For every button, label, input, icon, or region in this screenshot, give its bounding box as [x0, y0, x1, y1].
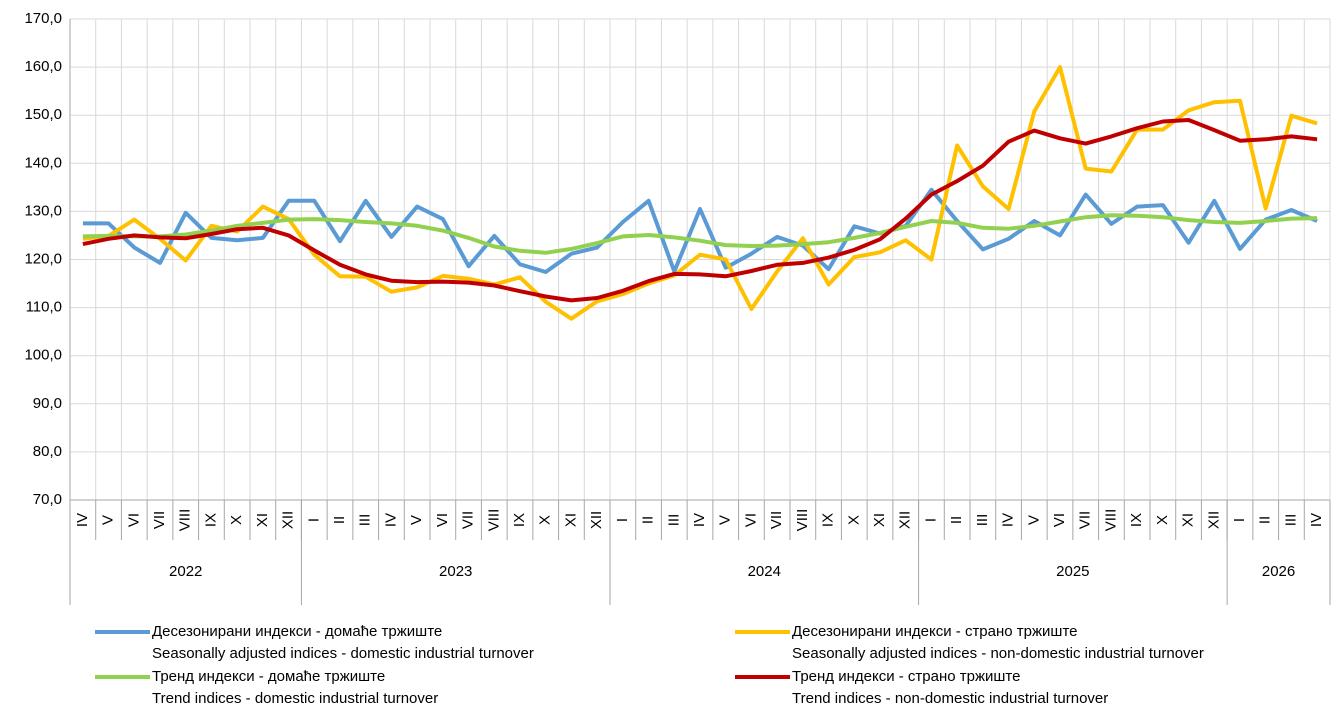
y-tick-label: 150,0: [24, 106, 62, 123]
x-tick-label: III: [665, 514, 682, 527]
x-tick-label: VIII: [794, 509, 811, 532]
year-label: 2025: [1056, 563, 1089, 580]
x-tick-label: XII: [1205, 511, 1222, 529]
x-tick-label: IV: [382, 513, 399, 527]
x-tick-label: II: [1257, 516, 1274, 524]
y-tick-label: 160,0: [24, 58, 62, 75]
y-tick-label: 130,0: [24, 202, 62, 219]
year-label: 2023: [439, 563, 472, 580]
y-tick-label: 170,0: [24, 10, 62, 27]
x-tick-label: VIII: [177, 509, 194, 532]
x-tick-label: X: [1154, 515, 1171, 525]
legend-label-en: Trend indices - domestic industrial turn…: [152, 690, 438, 707]
x-tick-label: V: [717, 515, 734, 525]
x-tick-label: VII: [151, 511, 168, 529]
x-tick-label: IV: [1308, 513, 1325, 527]
x-tick-label: VII: [768, 511, 785, 529]
x-tick-label: VI: [1051, 513, 1068, 527]
x-tick-label: V: [100, 515, 117, 525]
legend-label: Тренд индекси - домаће тржиште: [152, 668, 385, 685]
x-tick-label: IX: [202, 513, 219, 527]
legend-label-en: Trend indices - non-domestic industrial …: [792, 690, 1108, 707]
x-tick-label: VI: [125, 513, 142, 527]
x-tick-label: III: [974, 514, 991, 527]
x-tick-label: IX: [820, 513, 837, 527]
legend-label: Тренд индекси - страно тржиште: [792, 668, 1020, 685]
x-tick-label: I: [614, 518, 631, 522]
x-tick-label: V: [408, 515, 425, 525]
x-tick-label: IV: [691, 513, 708, 527]
x-tick-label: IV: [1000, 513, 1017, 527]
year-label: 2022: [169, 563, 202, 580]
x-tick-label: I: [1231, 518, 1248, 522]
x-tick-label: XI: [562, 513, 579, 527]
legend-label: Десезонирани индекси - страно тржиште: [792, 623, 1078, 640]
legend-label-en: Seasonally adjusted indices - domestic i…: [152, 645, 534, 662]
legend-label: Десезонирани индекси - домаће тржиште: [152, 623, 442, 640]
y-tick-label: 110,0: [26, 299, 62, 316]
year-label: 2026: [1262, 563, 1295, 580]
x-tick-label: II: [948, 516, 965, 524]
x-tick-label: III: [357, 514, 374, 527]
y-tick-label: 120,0: [24, 250, 62, 267]
y-tick-label: 70,0: [33, 491, 62, 508]
x-tick-label: VIII: [1102, 509, 1119, 532]
x-tick-label: I: [305, 518, 322, 522]
x-tick-label: X: [537, 515, 554, 525]
legend-label-en: Seasonally adjusted indices - non-domest…: [792, 645, 1204, 662]
x-tick-label: VIII: [485, 509, 502, 532]
x-tick-label: I: [922, 518, 939, 522]
x-tick-label: IV: [74, 513, 91, 527]
x-tick-label: XII: [588, 511, 605, 529]
x-tick-label: VII: [460, 511, 477, 529]
x-tick-label: XI: [871, 513, 888, 527]
x-tick-label: XII: [897, 511, 914, 529]
x-tick-label: X: [228, 515, 245, 525]
x-tick-label: XII: [280, 511, 297, 529]
series-line: [82, 187, 1318, 274]
x-tick-label: VI: [742, 513, 759, 527]
x-tick-label: XI: [1180, 513, 1197, 527]
x-tick-label: V: [1025, 515, 1042, 525]
y-tick-label: 140,0: [24, 154, 62, 171]
x-tick-label: III: [1282, 514, 1299, 527]
y-tick-label: 90,0: [33, 395, 62, 412]
x-tick-label: VI: [434, 513, 451, 527]
y-tick-label: 100,0: [24, 347, 62, 364]
series-line: [82, 118, 1318, 303]
y-tick-label: 80,0: [33, 443, 62, 460]
series-line: [82, 65, 1318, 321]
x-tick-label: XI: [254, 513, 271, 527]
x-tick-label: IX: [1128, 513, 1145, 527]
x-tick-label: X: [845, 515, 862, 525]
x-tick-label: II: [640, 516, 657, 524]
series-line: [82, 213, 1318, 255]
x-tick-label: VII: [1077, 511, 1094, 529]
year-label: 2024: [748, 563, 781, 580]
x-tick-label: IX: [511, 513, 528, 527]
x-tick-label: II: [331, 516, 348, 524]
